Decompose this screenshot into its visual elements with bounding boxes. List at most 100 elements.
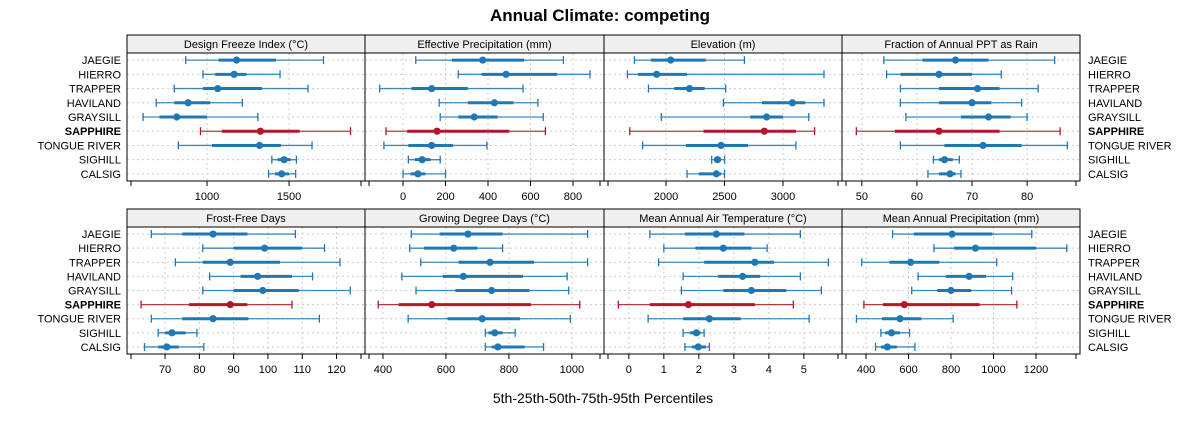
- x-tick-label: 800: [564, 191, 582, 203]
- panel-fraction-of-annual-ppt-as-rain: Fraction of Annual PPT as Rain 50 60 70 80: [841, 34, 1081, 203]
- interval-graysill: [911, 286, 1013, 295]
- median-point: [163, 343, 171, 351]
- median-point: [968, 99, 976, 107]
- interval-tongue-river: [855, 314, 954, 323]
- site-label-left: SAPPHIRE: [65, 300, 121, 312]
- site-label-left: HIERRO: [78, 69, 121, 81]
- interval-sighill: [157, 328, 198, 337]
- median-point: [692, 329, 701, 337]
- site-label-right: JAEGIE: [1088, 55, 1127, 67]
- median-point: [887, 329, 896, 337]
- interval-haviland: [917, 272, 1014, 281]
- x-tick-label: 2500: [712, 191, 736, 203]
- x-tick-label: 0: [626, 364, 632, 376]
- x-tick-label: 400: [857, 364, 875, 376]
- interval-jaegie: [410, 230, 589, 239]
- interval-jaegie: [891, 230, 1033, 239]
- site-label-right: HAVILAND: [1088, 271, 1142, 283]
- interval-trapper: [379, 84, 524, 93]
- interval-tongue-river: [899, 141, 1068, 150]
- site-label-right: TONGUE RIVER: [1088, 314, 1172, 326]
- median-point: [694, 343, 702, 351]
- median-point: [433, 127, 441, 135]
- site-label-left: TONGUE RIVER: [37, 314, 121, 326]
- x-tick-label: 1500: [277, 191, 301, 203]
- median-point: [428, 141, 436, 150]
- interval-tongue-river: [383, 141, 488, 150]
- median-point: [896, 315, 904, 323]
- interval-jaegie: [649, 230, 801, 239]
- median-point: [502, 70, 510, 78]
- median-point: [464, 230, 472, 238]
- panel-title: Mean Annual Precipitation (mm): [883, 213, 1040, 225]
- site-label-left: TONGUE RIVER: [37, 140, 121, 152]
- panel-title: Fraction of Annual PPT as Rain: [884, 39, 1037, 51]
- site-label-left: SAPPHIRE: [65, 126, 121, 138]
- site-label-right: TRAPPER: [1088, 84, 1140, 96]
- interval-haviland: [438, 98, 539, 107]
- median-point: [214, 84, 222, 93]
- interval-graysill: [415, 286, 570, 295]
- median-point: [883, 343, 891, 351]
- site-label-left: CALSIG: [81, 342, 121, 354]
- x-tick-label: 600: [521, 191, 539, 203]
- site-label-left: JAEGIE: [82, 55, 121, 67]
- x-tick-label: 60: [911, 191, 923, 203]
- site-label-right: SIGHILL: [1088, 155, 1130, 167]
- median-point: [667, 56, 675, 64]
- site-label-left: GRAYSILL: [68, 286, 121, 298]
- median-point: [946, 170, 954, 178]
- median-point: [259, 286, 267, 295]
- site-label-right: GRAYSILL: [1088, 112, 1141, 124]
- median-point: [935, 70, 943, 78]
- interval-sighill: [880, 328, 911, 337]
- site-label-left: HAVILAND: [67, 271, 121, 283]
- median-point: [979, 141, 987, 150]
- x-tick-label: 3: [731, 364, 737, 376]
- x-tick-label: 1000: [981, 364, 1005, 376]
- median-point: [479, 56, 487, 64]
- interval-tongue-river: [177, 141, 313, 150]
- panel-mean-annual-air-temperature-c: Mean Annual Air Temperature (°C) 0 1 2 3 4 5: [603, 208, 843, 376]
- interval-tongue-river: [647, 314, 810, 323]
- x-tick-label: 400: [479, 191, 497, 203]
- site-labels: JAEGIE JAEGIE HIERRO HIERRO TRAPPER TRAPPER HA…: [37, 55, 1171, 354]
- interval-haviland: [899, 98, 1023, 107]
- median-point: [948, 230, 956, 238]
- median-point: [428, 301, 436, 309]
- x-tick-label: 80: [1021, 191, 1033, 203]
- interval-trapper: [173, 84, 309, 93]
- median-point: [256, 127, 264, 135]
- site-label-right: CALSIG: [1088, 342, 1128, 354]
- interval-tongue-river: [407, 314, 571, 323]
- median-point: [184, 99, 192, 107]
- x-tick-label: 2000: [654, 191, 678, 203]
- interval-calsig: [874, 342, 916, 351]
- median-point: [747, 286, 755, 295]
- interval-calsig: [267, 169, 297, 178]
- median-point: [414, 170, 422, 178]
- median-point: [490, 99, 498, 107]
- interval-sapphire: [863, 300, 1018, 309]
- median-point: [973, 84, 982, 93]
- site-label-left: GRAYSILL: [68, 112, 121, 124]
- panel-frost-free-days: Frost-Free Days 70 80 90 100 110 120: [126, 208, 366, 376]
- median-point: [230, 70, 238, 78]
- median-point: [965, 272, 973, 280]
- x-axis-label: 5th-25th-50th-75th-95th Percentiles: [493, 390, 713, 406]
- interval-hierro: [663, 244, 768, 253]
- site-label-left: SIGHILL: [79, 328, 121, 340]
- median-point: [907, 258, 915, 266]
- interval-hierro: [202, 70, 281, 79]
- site-label-right: JAEGIE: [1088, 229, 1127, 241]
- interval-hierro: [626, 70, 825, 79]
- x-tick-label: 50: [856, 191, 868, 203]
- panel-title: Elevation (m): [691, 39, 756, 51]
- site-label-right: GRAYSILL: [1088, 286, 1141, 298]
- interval-jaegie: [185, 56, 325, 65]
- median-point: [226, 301, 234, 309]
- site-label-right: HIERRO: [1088, 243, 1131, 255]
- interval-haviland: [722, 98, 825, 107]
- interval-sighill: [271, 155, 298, 164]
- interval-trapper: [174, 258, 341, 267]
